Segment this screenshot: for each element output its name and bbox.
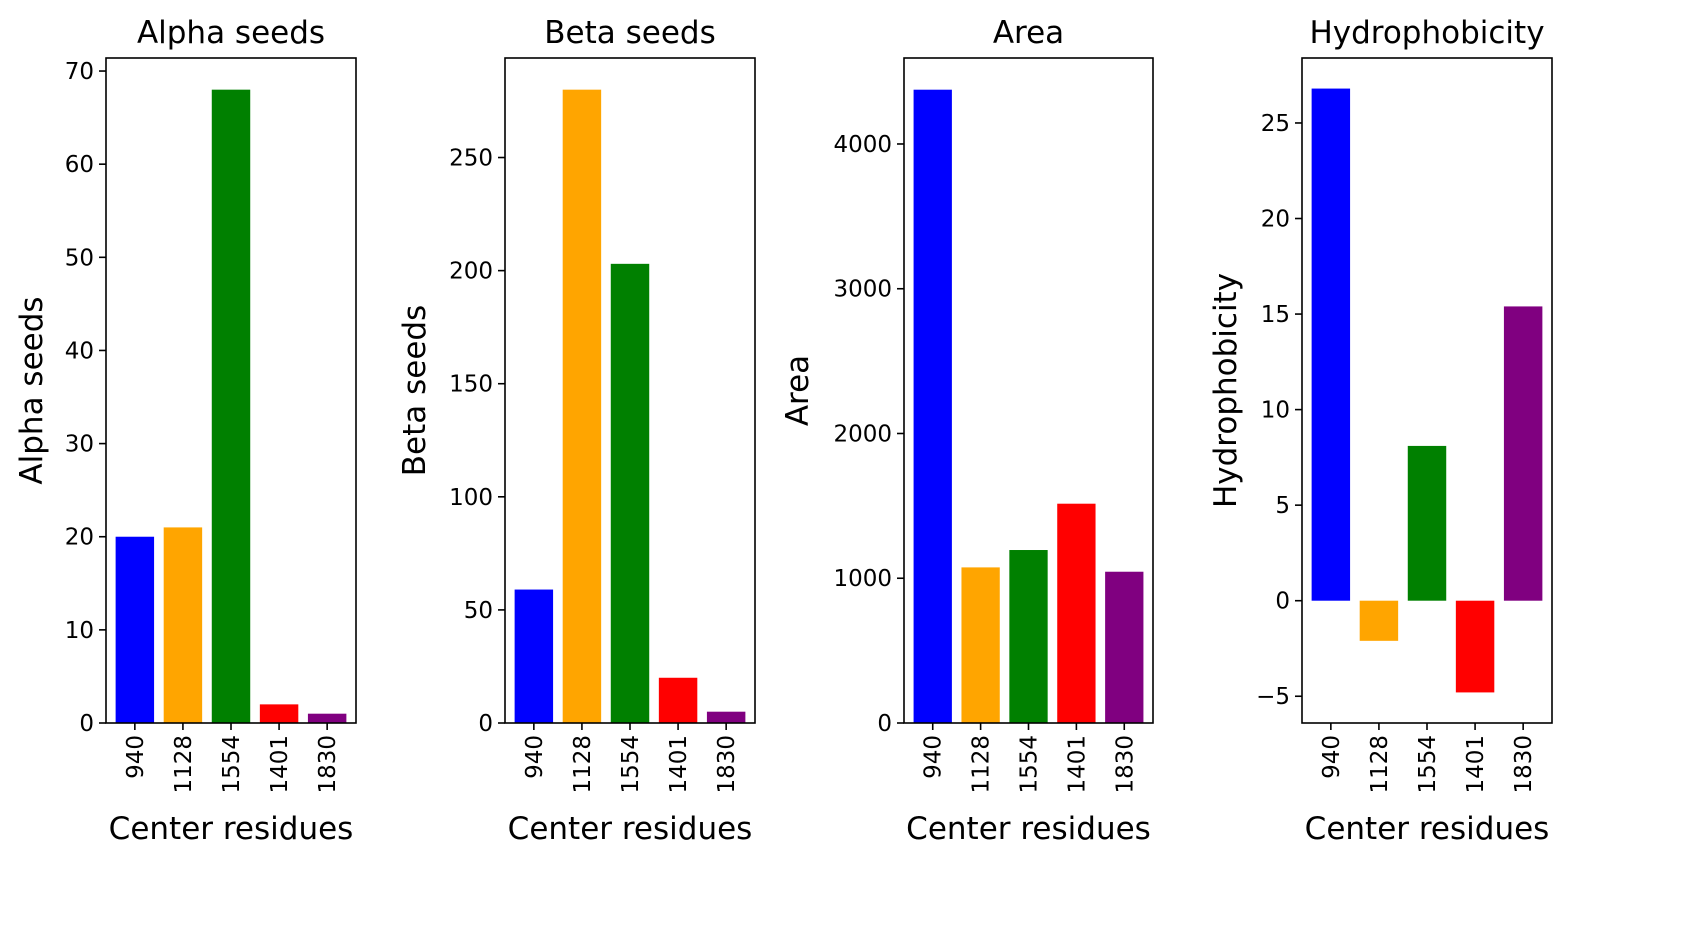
x-tick-label: 1554	[1415, 735, 1441, 794]
x-axis-label: Center residues	[906, 811, 1151, 847]
y-tick-label: 0	[1275, 589, 1290, 615]
y-tick-label: 0	[478, 711, 493, 737]
y-tick-label: 10	[1261, 398, 1290, 424]
bar-940	[116, 537, 154, 723]
y-axis-label: Beta seeds	[397, 305, 433, 476]
x-tick-label: 1401	[666, 735, 692, 794]
x-tick-label: 1128	[570, 735, 596, 794]
x-axis-label: Center residues	[508, 811, 753, 847]
y-axis-label: Alpha seeds	[14, 296, 50, 484]
x-tick-label: 1401	[267, 735, 293, 794]
x-tick-label: 1830	[714, 735, 740, 794]
x-tick-label: 940	[123, 735, 149, 779]
bar-1830	[1105, 572, 1143, 723]
x-axis-label: Center residues	[109, 811, 354, 847]
bar-1128	[1360, 601, 1398, 641]
bar-940	[1312, 89, 1350, 601]
bar-1128	[164, 527, 202, 723]
y-tick-label: 30	[65, 432, 94, 458]
x-tick-label: 1401	[1463, 735, 1489, 794]
x-tick-label: 1554	[618, 735, 644, 794]
y-tick-label: 40	[65, 338, 94, 364]
y-tick-label: 20	[65, 525, 94, 551]
bar-1128	[961, 567, 999, 723]
y-tick-label: 200	[449, 259, 493, 285]
y-tick-label: 150	[449, 372, 493, 398]
x-tick-label: 1830	[315, 735, 341, 794]
bar-1401	[1456, 601, 1494, 693]
panel-title: Alpha seeds	[137, 15, 325, 51]
y-tick-label: 0	[877, 711, 892, 737]
y-tick-label: 20	[1261, 207, 1290, 233]
x-axis-label: Center residues	[1305, 811, 1550, 847]
panel-title: Area	[993, 15, 1064, 51]
bar-1554	[1408, 446, 1446, 601]
panel-title: Hydrophobicity	[1309, 15, 1544, 51]
bar-1830	[1504, 306, 1542, 600]
y-tick-label: −5	[1256, 684, 1290, 710]
bar-940	[914, 90, 952, 723]
y-tick-label: 3000	[833, 277, 892, 303]
y-tick-label: 15	[1261, 302, 1290, 328]
x-tick-label: 1830	[1112, 735, 1138, 794]
bar-1554	[212, 90, 250, 723]
x-tick-label: 1128	[1367, 735, 1393, 794]
x-tick-label: 1401	[1064, 735, 1090, 794]
y-tick-label: 1000	[833, 566, 892, 592]
y-tick-label: 50	[65, 245, 94, 271]
bar-1128	[563, 90, 601, 723]
panel-title: Beta seeds	[544, 15, 715, 51]
bar-940	[515, 590, 553, 723]
x-tick-label: 1128	[969, 735, 995, 794]
x-tick-label: 940	[522, 735, 548, 779]
bar-1830	[308, 714, 346, 723]
bar-1830	[707, 712, 745, 723]
y-tick-label: 4000	[833, 132, 892, 158]
bar-1554	[1009, 550, 1047, 723]
y-axis-label: Hydrophobicity	[1208, 273, 1244, 508]
y-tick-label: 25	[1261, 111, 1290, 137]
y-tick-label: 50	[464, 598, 493, 624]
x-tick-label: 1128	[171, 735, 197, 794]
y-axis-label: Area	[780, 355, 816, 426]
y-tick-label: 60	[65, 152, 94, 178]
bar-1401	[260, 704, 298, 723]
bar-1401	[1057, 504, 1095, 723]
y-tick-label: 2000	[833, 421, 892, 447]
bar-1401	[659, 678, 697, 723]
x-tick-label: 1830	[1511, 735, 1537, 794]
y-tick-label: 250	[449, 146, 493, 172]
x-tick-label: 1554	[219, 735, 245, 794]
x-tick-label: 940	[1319, 735, 1345, 779]
y-tick-label: 0	[79, 711, 94, 737]
y-tick-label: 10	[65, 618, 94, 644]
y-tick-label: 5	[1275, 493, 1290, 519]
y-tick-label: 70	[65, 59, 94, 85]
x-tick-label: 1554	[1017, 735, 1043, 794]
x-tick-label: 940	[921, 735, 947, 779]
y-tick-label: 100	[449, 485, 493, 511]
bar-1554	[611, 264, 649, 723]
